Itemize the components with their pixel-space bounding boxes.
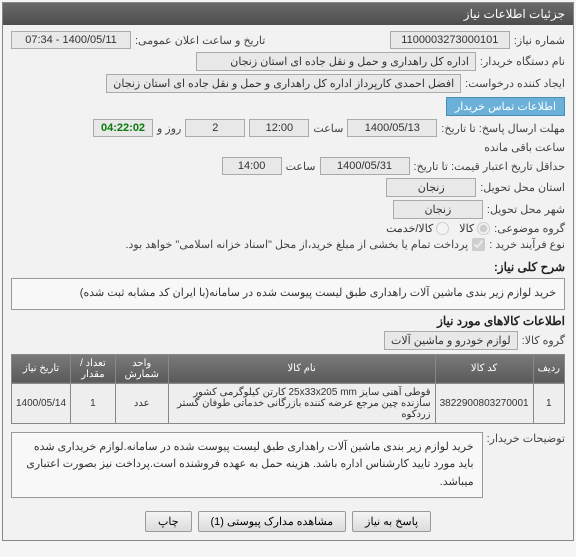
radio-goods-label: کالا xyxy=(459,222,474,235)
attachments-button[interactable]: مشاهده مدارک پیوستی (1) xyxy=(198,511,347,532)
radio-service xyxy=(436,222,449,235)
purchase-process-label: نوع فرآیند خرید : xyxy=(489,238,565,251)
radio-goods xyxy=(477,222,490,235)
valid-to-time-value: 14:00 xyxy=(222,157,282,175)
general-desc-box: خرید لوازم زیر بندی ماشین آلات راهداری ط… xyxy=(11,278,565,310)
deadline-label: مهلت ارسال پاسخ: تا تاریخ: xyxy=(441,122,565,135)
time-label-1: ساعت xyxy=(313,122,343,135)
explanation-box: خرید لوازم زیر بندی ماشین آلات راهداری ط… xyxy=(11,432,483,499)
subject-radio-group: کالا کالا/خدمت xyxy=(386,222,490,235)
details-panel: جزئیات اطلاعات نیاز شماره نیاز: 11000032… xyxy=(2,2,574,541)
subject-group-label: گروه موضوعی: xyxy=(494,222,565,235)
item-group-label: گروه کالا: xyxy=(522,334,565,347)
th-code: کد کالا xyxy=(435,354,533,383)
city-label: شهر محل تحویل: xyxy=(487,203,565,216)
province-value: زنجان xyxy=(386,178,476,197)
general-desc-label: شرح کلی نیاز: xyxy=(494,260,565,274)
remaining-label: ساعت باقی مانده xyxy=(484,141,565,154)
buyer-org-value: اداره کل راهداری و حمل و نقل جاده ای است… xyxy=(196,52,476,71)
city-value: زنجان xyxy=(393,200,483,219)
deadline-days-value: 2 xyxy=(185,119,245,137)
th-unit: واحد شمارش xyxy=(115,354,168,383)
td-idx: 1 xyxy=(533,383,564,423)
day-and-label: روز و xyxy=(157,122,181,135)
panel-title: جزئیات اطلاعات نیاز xyxy=(3,3,573,25)
th-name: نام کالا xyxy=(168,354,435,383)
public-datetime-label: تاریخ و ساعت اعلان عمومی: xyxy=(135,34,265,47)
deadline-date-value: 1400/05/13 xyxy=(347,119,437,137)
table-row: 1 3822900803270001 قوطی آهنی سایز 25x33x… xyxy=(12,383,565,423)
print-button[interactable]: چاپ xyxy=(145,511,192,532)
panel-body: شماره نیاز: 1100003273000101 تاریخ و ساع… xyxy=(3,25,573,540)
radio-service-label: کالا/خدمت xyxy=(386,222,433,235)
province-label: استان محل تحویل: xyxy=(480,181,565,194)
valid-to-date-value: 1400/05/31 xyxy=(320,157,410,175)
td-date: 1400/05/14 xyxy=(12,383,71,423)
purchase-process-checkbox xyxy=(472,238,485,251)
need-number-value: 1100003273000101 xyxy=(390,31,510,49)
items-section-label: اطلاعات کالاهای مورد نیاز xyxy=(437,314,565,328)
explanation-label: توضیحات خریدار: xyxy=(487,428,565,445)
th-qty: تعداد / مقدار xyxy=(71,354,116,383)
button-bar: پاسخ به نیاز مشاهده مدارک پیوستی (1) چاپ xyxy=(11,505,565,534)
contact-buyer-button[interactable]: اطلاعات تماس خریدار xyxy=(446,97,565,116)
td-code: 3822900803270001 xyxy=(435,383,533,423)
time-label-2: ساعت xyxy=(286,160,316,173)
purchase-process-note: پرداخت تمام یا بخشی از مبلغ خرید،از محل … xyxy=(125,238,468,251)
table-header-row: ردیف کد کالا نام کالا واحد شمارش تعداد /… xyxy=(12,354,565,383)
buyer-org-label: نام دستگاه خریدار: xyxy=(480,55,565,68)
public-datetime-value: 1400/05/11 - 07:34 xyxy=(11,31,131,49)
need-number-label: شماره نیاز: xyxy=(514,34,565,47)
td-unit: عدد xyxy=(115,383,168,423)
deadline-time-value: 12:00 xyxy=(249,119,309,137)
requester-label: ایجاد کننده درخواست: xyxy=(465,77,565,90)
countdown-value: 04:22:02 xyxy=(93,119,153,137)
th-idx: ردیف xyxy=(533,354,564,383)
td-name: قوطی آهنی سایز 25x33x205 mm کارتن کیلوگر… xyxy=(168,383,435,423)
requester-value: افضل احمدی کارپرداز اداره کل راهداری و ح… xyxy=(106,74,461,93)
reply-button[interactable]: پاسخ به نیاز xyxy=(352,511,431,532)
items-table: ردیف کد کالا نام کالا واحد شمارش تعداد /… xyxy=(11,354,565,424)
td-qty: 1 xyxy=(71,383,116,423)
item-group-value: لوازم خودرو و ماشین آلات xyxy=(384,331,518,350)
valid-to-label: حداقل تاریخ اعتبار قیمت: تا تاریخ: xyxy=(414,160,565,173)
th-date: تاریخ نیاز xyxy=(12,354,71,383)
